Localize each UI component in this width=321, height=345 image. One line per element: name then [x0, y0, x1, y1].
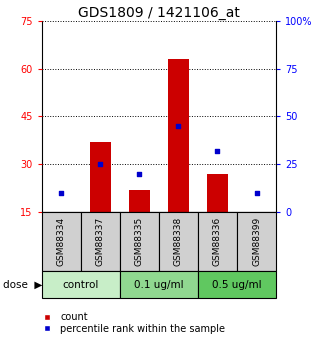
Point — [176, 123, 181, 129]
Text: GSM88335: GSM88335 — [135, 217, 144, 266]
Point — [59, 190, 64, 196]
Bar — [198, 212, 237, 271]
Bar — [168, 59, 189, 212]
Text: GSM88336: GSM88336 — [213, 217, 222, 266]
Bar — [207, 174, 228, 212]
Bar — [42, 271, 120, 298]
Bar — [50, 211, 72, 212]
Text: GSM88337: GSM88337 — [96, 217, 105, 266]
Text: GSM88338: GSM88338 — [174, 217, 183, 266]
Title: GDS1809 / 1421106_at: GDS1809 / 1421106_at — [78, 6, 240, 20]
Point — [254, 190, 259, 196]
Bar — [120, 212, 159, 271]
Bar — [42, 212, 81, 271]
Point — [137, 171, 142, 177]
Bar — [159, 212, 198, 271]
Bar — [120, 271, 198, 298]
Text: 0.5 ug/ml: 0.5 ug/ml — [212, 280, 262, 289]
Legend: count, percentile rank within the sample: count, percentile rank within the sample — [37, 312, 225, 334]
Text: GSM88399: GSM88399 — [252, 217, 261, 266]
Text: control: control — [63, 280, 99, 289]
Bar — [198, 271, 276, 298]
Text: 0.1 ug/ml: 0.1 ug/ml — [134, 280, 184, 289]
Bar — [237, 212, 276, 271]
Point — [215, 148, 220, 154]
Bar — [90, 142, 111, 212]
Point — [98, 161, 103, 167]
Bar — [81, 212, 120, 271]
Text: dose  ▶: dose ▶ — [3, 280, 43, 289]
Text: GSM88334: GSM88334 — [57, 217, 66, 266]
Bar — [129, 190, 150, 212]
